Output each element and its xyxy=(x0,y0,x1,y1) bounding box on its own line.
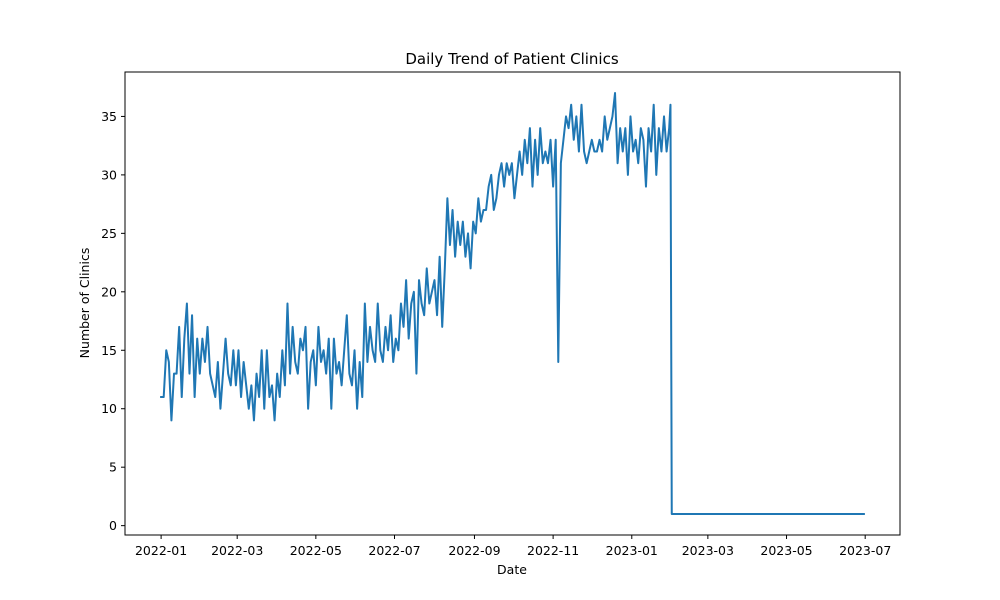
x-tick-label: 2022-01 xyxy=(135,543,187,558)
chart-title: Daily Trend of Patient Clinics xyxy=(405,50,618,68)
plot-frame xyxy=(124,71,901,536)
x-tick-label: 2022-09 xyxy=(448,543,500,558)
x-tick-label: 2022-03 xyxy=(211,543,263,558)
y-tick-label: 25 xyxy=(101,226,117,241)
x-tick-label: 2023-01 xyxy=(606,543,658,558)
x-tick-label: 2022-07 xyxy=(368,543,420,558)
y-tick-label: 0 xyxy=(109,518,117,533)
x-tick-label: 2022-05 xyxy=(290,543,342,558)
plot-area: 0 5 10 15 20 25 30 35 2022-01 2022-03 2022-05 2022-… xyxy=(101,71,901,558)
x-tick-label: 2023-03 xyxy=(682,543,734,558)
y-tick-label: 30 xyxy=(101,167,117,182)
y-axis-label: Number of Clinics xyxy=(77,248,92,359)
x-tick-label: 2022-11 xyxy=(527,543,579,558)
y-tick-label: 5 xyxy=(109,460,117,475)
y-tick-label: 35 xyxy=(101,109,117,124)
x-axis-label: Date xyxy=(497,562,527,577)
x-tick-label: 2023-05 xyxy=(760,543,812,558)
y-tick-label: 10 xyxy=(101,401,117,416)
series-line-0 xyxy=(160,92,865,515)
y-tick-label: 20 xyxy=(101,284,117,299)
x-tick-label: 2023-07 xyxy=(839,543,891,558)
y-tick-label: 15 xyxy=(101,343,117,358)
